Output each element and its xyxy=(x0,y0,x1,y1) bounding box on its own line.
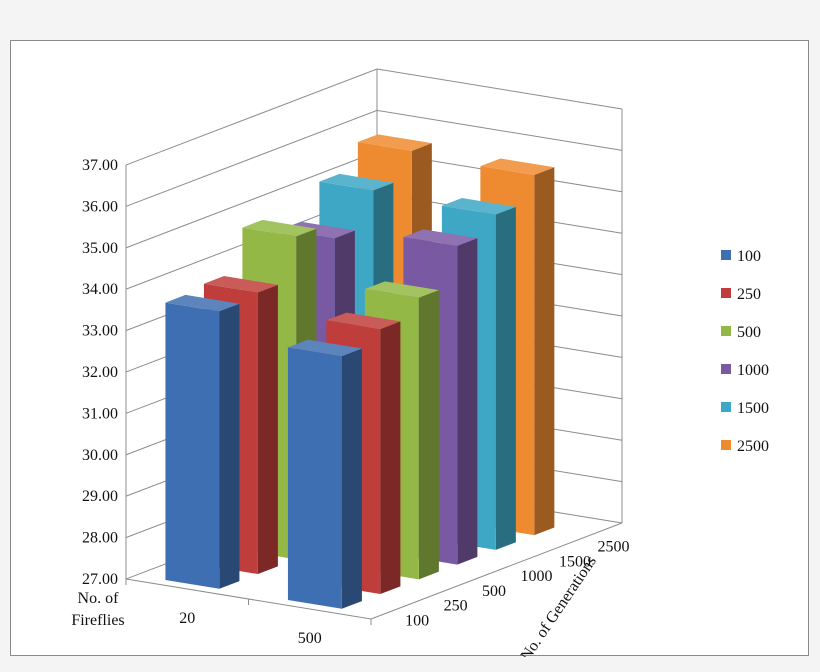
bar-series-100-cat-500 xyxy=(287,339,362,609)
bar-series-100-cat-20 xyxy=(165,294,240,589)
bar-side xyxy=(534,167,555,536)
legend-swatch xyxy=(721,364,731,374)
legend-swatch xyxy=(721,326,731,336)
bar-side xyxy=(219,303,240,589)
bar-side xyxy=(341,348,362,609)
legend-label: 500 xyxy=(737,324,761,341)
bar-top xyxy=(319,173,394,191)
legend-label: 1500 xyxy=(737,400,769,417)
y-tick-label: 32.00 xyxy=(82,364,118,381)
depth-tick-label: 500 xyxy=(482,583,506,600)
depth-tick-label: 100 xyxy=(405,612,429,629)
bar-top xyxy=(287,339,362,357)
y-tick-label: 27.00 xyxy=(82,571,118,588)
legend: 100 250 500 1000 1500 2500 xyxy=(721,248,769,455)
legend-swatch xyxy=(721,288,731,298)
y-tick-label: 37.00 xyxy=(82,157,118,174)
depth-tick-label: 2500 xyxy=(598,539,630,556)
y-tick-label: 28.00 xyxy=(82,530,118,547)
bar-front xyxy=(287,347,342,609)
x-tick-label: 500 xyxy=(298,630,322,647)
bar-top xyxy=(403,229,478,246)
bar-side xyxy=(418,290,439,580)
bar-top xyxy=(364,281,439,298)
bar-top xyxy=(480,158,555,175)
bar-side xyxy=(457,238,478,565)
y-tick-label: 35.00 xyxy=(82,240,118,257)
x-tick-label: 20 xyxy=(179,610,195,627)
legend-label: 1000 xyxy=(737,362,769,379)
bar-side xyxy=(257,284,278,575)
bar-top xyxy=(242,219,317,237)
y-tick-label: 33.00 xyxy=(82,323,118,340)
y-tick-label: 31.00 xyxy=(82,405,118,422)
bar-top xyxy=(165,294,240,312)
y-tick-label: 30.00 xyxy=(82,447,118,464)
depth-tick-label: 1500 xyxy=(559,553,591,570)
legend-swatch xyxy=(721,402,731,412)
depth-tick-label: 1000 xyxy=(521,568,553,585)
bar-side xyxy=(380,321,401,595)
depth-tick-label: 250 xyxy=(444,598,468,615)
bar-side xyxy=(495,206,516,550)
legend-label: 250 xyxy=(737,286,761,303)
bars-layer xyxy=(165,134,555,609)
bar-top xyxy=(203,276,278,293)
legend-label: 100 xyxy=(737,248,761,265)
chart-frame: 27.00 28.00 29.00 30.00 31.00 32.00 33.00 34.00… xyxy=(10,40,809,657)
legend-swatch xyxy=(721,440,731,450)
y-tick-label: 36.00 xyxy=(82,198,118,215)
bar-front xyxy=(165,302,220,589)
bar-top xyxy=(280,221,355,239)
bar-top xyxy=(326,312,401,330)
legend-swatch xyxy=(721,250,731,260)
bar-top xyxy=(441,198,516,215)
legend-label: 2500 xyxy=(737,438,769,455)
x-axis-title-line-1: No. of xyxy=(78,590,120,607)
y-tick-label: 29.00 xyxy=(82,488,118,505)
y-tick-label: 34.00 xyxy=(82,281,118,298)
bar-top xyxy=(357,134,432,151)
chart-canvas: 27.00 28.00 29.00 30.00 31.00 32.00 33.00 34.00… xyxy=(71,68,769,657)
x-axis-title-line-2: Fireflies xyxy=(71,612,124,629)
